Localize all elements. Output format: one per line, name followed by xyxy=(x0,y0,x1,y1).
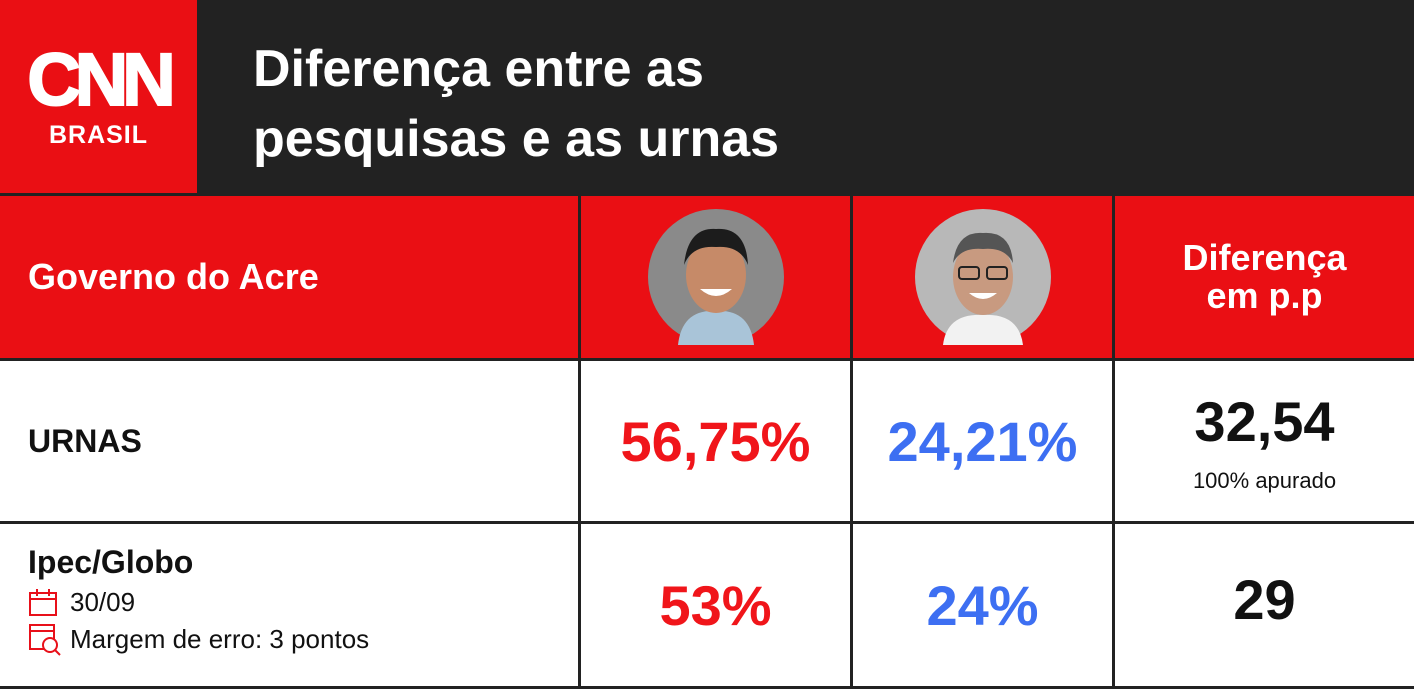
candidate1-photo-cell xyxy=(581,196,850,358)
row-label: URNAS xyxy=(0,361,578,521)
margin: Margem de erro: 3 pontos xyxy=(70,623,370,654)
candidate2-value: 24% xyxy=(853,524,1112,686)
margin-line: Margem de erro: 3 pontos xyxy=(28,622,578,656)
row-label-cell: Ipec/Globo 30/09 Margem de erro: 3 ponto… xyxy=(0,524,578,686)
difference-cell: 32,54 100% apurado xyxy=(1115,361,1414,521)
candidate1-value: 53% xyxy=(581,524,850,686)
difference-note: 100% apurado xyxy=(1192,467,1337,493)
difference-value: 29 xyxy=(1115,524,1414,686)
header-label: Governo do Acre xyxy=(0,196,578,358)
logo-name: CNN xyxy=(26,38,176,121)
header-difference: Diferença em p.p xyxy=(1115,196,1414,358)
date: 30/09 xyxy=(70,587,136,617)
date-line: 30/09 xyxy=(28,587,578,618)
candidate2-photo xyxy=(914,209,1051,345)
margin-icon xyxy=(29,624,61,656)
header-label-text: Governo do Acre xyxy=(28,256,319,297)
calendar-icon xyxy=(29,588,57,616)
logo-sub: BRASIL xyxy=(48,121,149,149)
candidate1-photo xyxy=(647,209,784,345)
candidate2-photo-cell xyxy=(853,196,1112,358)
candidate1-value: 56,75% xyxy=(581,361,850,521)
difference-value: 32,54 xyxy=(1194,389,1335,453)
logo: CNN BRASIL xyxy=(0,0,197,193)
title: Diferença entre as pesquisas e as urnas xyxy=(253,40,780,168)
candidate2-value: 24,21% xyxy=(853,361,1112,521)
row-label: Ipec/Globo xyxy=(28,544,194,580)
